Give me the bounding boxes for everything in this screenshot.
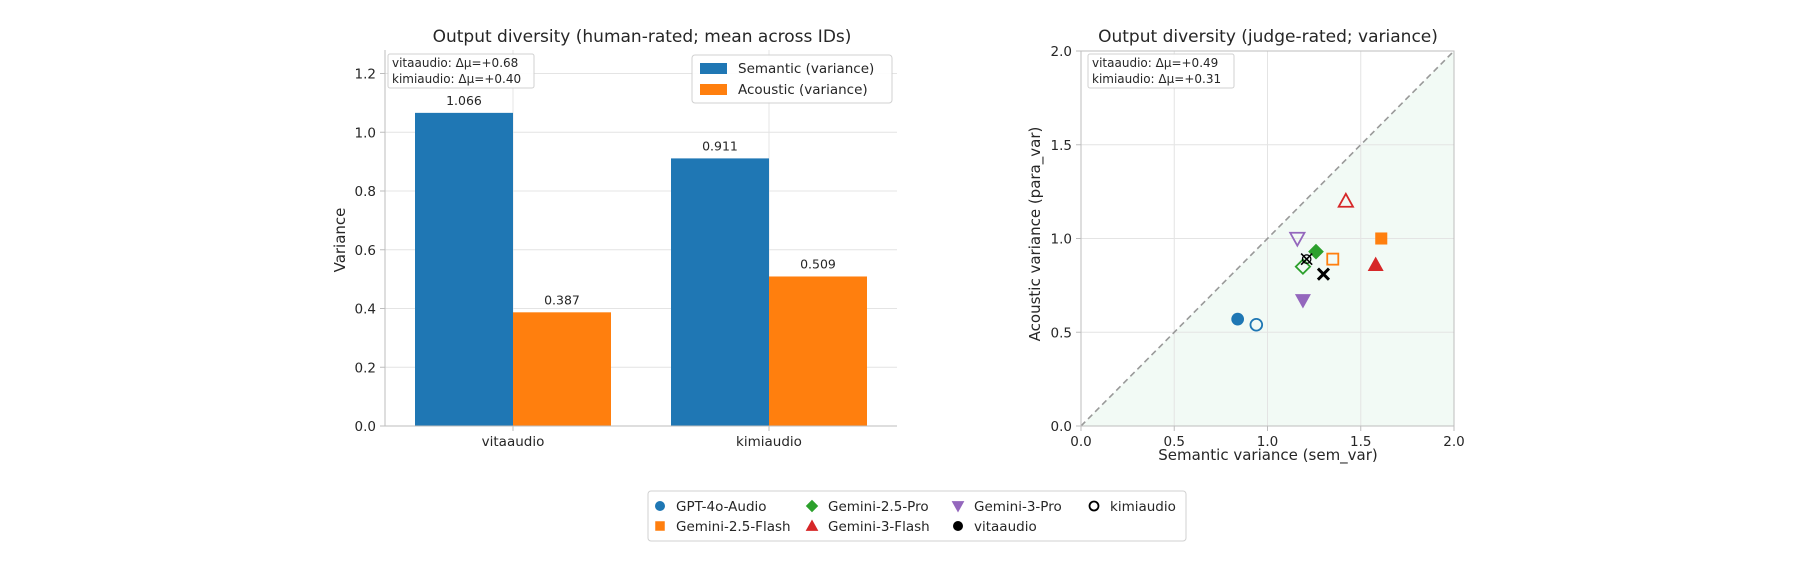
point-gemini-3-flash-vitaaudio <box>1367 256 1384 271</box>
bar-vitaaudio-semantic <box>415 112 513 427</box>
scatter-y-tick-label: 1.5 <box>1051 138 1072 154</box>
legend-marker-gemini-3-pro <box>951 501 965 513</box>
bar-chart-annotation-box: vitaaudio: Δμ=+0.68 kimiaudio: Δμ=+0.40 <box>387 53 535 89</box>
point-gpt-4o-audio-kimiaudio <box>1249 317 1264 332</box>
bar-y-tick-label: 0.2 <box>355 360 376 376</box>
bar-value-label: 0.387 <box>544 292 580 307</box>
bar-y-tick-label: 0.4 <box>355 302 376 318</box>
bar-y-tick-label: 0.6 <box>355 243 376 259</box>
legend-label: Gemini-3-Pro <box>974 499 1062 515</box>
scatter-chart-x-axis-label: Semantic variance (sem_var) <box>1158 446 1378 465</box>
bar-vitaaudio-acoustic <box>513 312 611 426</box>
legend-marker-kimiaudio <box>1088 500 1100 512</box>
legend-frame <box>691 54 893 104</box>
bar-value-label: 1.066 <box>446 93 482 108</box>
scatter-x-tick-label: 1.5 <box>1350 434 1371 450</box>
identity-reference-line <box>1080 50 1455 427</box>
point-gpt-4o-audio-vitaaudio <box>1231 312 1245 326</box>
point-gemini-2-5-pro-kimiaudio <box>1294 258 1312 276</box>
legend-marker-gemini-2-5-flash <box>655 521 665 531</box>
scatter-y-tick-label: 1.0 <box>1051 232 1072 248</box>
scatter-annotation-vitaaudio: vitaaudio: Δμ=+0.49 <box>1092 56 1218 70</box>
point-gemini-2-5-flash-kimiaudio <box>1326 252 1340 266</box>
legend-marker-gemini-2-5-pro <box>805 499 819 513</box>
model-legend: GPT-4o-Audio Gemini-2.5-Flash Gemini-2.5-P… <box>647 490 1187 542</box>
bar-chart-bars <box>415 112 867 427</box>
annotation-frame <box>387 53 535 89</box>
scatter-y-tick-label: 0.0 <box>1051 419 1072 435</box>
point-gemini-2-5-flash-vitaaudio <box>1375 232 1388 245</box>
legend-marker-gemini-3-flash <box>805 519 819 531</box>
scatter-chart-x-ticks: 0.0 0.5 1.0 1.5 2.0 <box>1070 426 1465 450</box>
bar-y-tick-label: 1.0 <box>355 125 376 141</box>
legend-label: Gemini-2.5-Pro <box>828 499 929 515</box>
legend-marker-gpt-4o-audio <box>655 501 665 511</box>
scatter-annotation-kimiaudio: kimiaudio: Δμ=+0.31 <box>1092 72 1221 86</box>
scatter-chart-y-axis-label: Acoustic variance (para_var) <box>1026 127 1045 342</box>
point-kimiaudio-mean-kimiaudio-ring <box>1301 254 1312 264</box>
legend-label-semantic: Semantic (variance) <box>738 61 874 77</box>
bar-chart-y-axis-label: Variance <box>331 208 349 273</box>
bar-value-label: 0.911 <box>702 138 738 153</box>
scatter-x-tick-label: 1.0 <box>1257 434 1278 450</box>
scatter-x-tick-label: 0.0 <box>1070 434 1091 450</box>
scatter-chart-annotation-box: vitaaudio: Δμ=+0.49 kimiaudio: Δμ=+0.31 <box>1087 53 1235 89</box>
legend-label: kimiaudio <box>1110 499 1176 515</box>
bar-annotation-vitaaudio: vitaaudio: Δμ=+0.68 <box>392 56 518 70</box>
scatter-y-tick-label: 2.0 <box>1051 44 1072 60</box>
bar-y-tick-label: 1.2 <box>355 67 376 83</box>
bar-kimiaudio-semantic <box>671 158 769 427</box>
point-gemini-3-pro-vitaaudio <box>1294 294 1311 309</box>
legend-label: GPT-4o-Audio <box>676 499 767 515</box>
bar-chart-axes <box>384 50 897 427</box>
bar-chart-data-labels: 1.066 0.387 0.911 0.509 <box>446 93 836 307</box>
annotation-frame <box>1087 53 1235 89</box>
legend-marker-vitaaudio <box>953 521 963 531</box>
point-gemini-2-5-pro-vitaaudio <box>1308 243 1324 260</box>
scatter-chart-title: Output diversity (judge-rated; variance) <box>1098 27 1438 47</box>
bar-chart-panel: Output diversity (human-rated; mean acro… <box>331 27 897 450</box>
scatter-chart-y-ticks: 0.0 0.5 1.0 1.5 2.0 <box>1051 44 1081 435</box>
point-vitaaudio-mean-vitaaudio <box>1316 267 1331 281</box>
bar-chart-legend: Semantic (variance) Acoustic (variance) <box>691 54 893 104</box>
scatter-y-tick-label: 0.5 <box>1051 325 1072 341</box>
legend-label: Gemini-2.5-Flash <box>676 519 791 535</box>
scatter-x-tick-label: 2.0 <box>1443 434 1464 450</box>
scatter-chart-panel: Output diversity (judge-rated; variance)… <box>1026 27 1465 465</box>
point-kimiaudio-mean-kimiaudio-stroke-b <box>1300 253 1313 266</box>
bar-x-tick-label-kimiaudio: kimiaudio <box>736 434 802 450</box>
legend-swatch-acoustic <box>700 84 727 95</box>
point-gemini-3-pro-kimiaudio <box>1288 231 1307 248</box>
point-gemini-3-flash-kimiaudio <box>1337 191 1355 208</box>
bar-y-tick-label: 0.8 <box>355 184 376 200</box>
bar-kimiaudio-acoustic <box>769 276 867 426</box>
legend-label: vitaaudio <box>974 519 1037 535</box>
bar-x-tick-label-vitaaudio: vitaaudio <box>482 434 545 450</box>
point-vitaaudio-mean-vitaaudio-stroke-b <box>1316 267 1331 281</box>
bar-chart-y-ticks: 0.0 0.2 0.4 0.6 0.8 1.0 1.2 <box>355 67 385 435</box>
bar-value-label: 0.509 <box>800 256 836 271</box>
model-legend-frame <box>647 490 1187 542</box>
scatter-chart-points <box>1231 191 1388 332</box>
legend-swatch-semantic <box>700 63 727 74</box>
legend-label: Gemini-3-Flash <box>828 519 930 535</box>
bar-chart-title: Output diversity (human-rated; mean acro… <box>433 27 852 47</box>
bar-annotation-kimiaudio: kimiaudio: Δμ=+0.40 <box>392 72 521 86</box>
point-kimiaudio-mean-kimiaudio <box>1300 253 1313 266</box>
bar-chart-x-ticks: vitaaudio kimiaudio <box>482 426 802 450</box>
bar-y-tick-label: 0.0 <box>355 419 376 435</box>
legend-label-acoustic: Acoustic (variance) <box>738 82 868 98</box>
scatter-x-tick-label: 0.5 <box>1164 434 1185 450</box>
